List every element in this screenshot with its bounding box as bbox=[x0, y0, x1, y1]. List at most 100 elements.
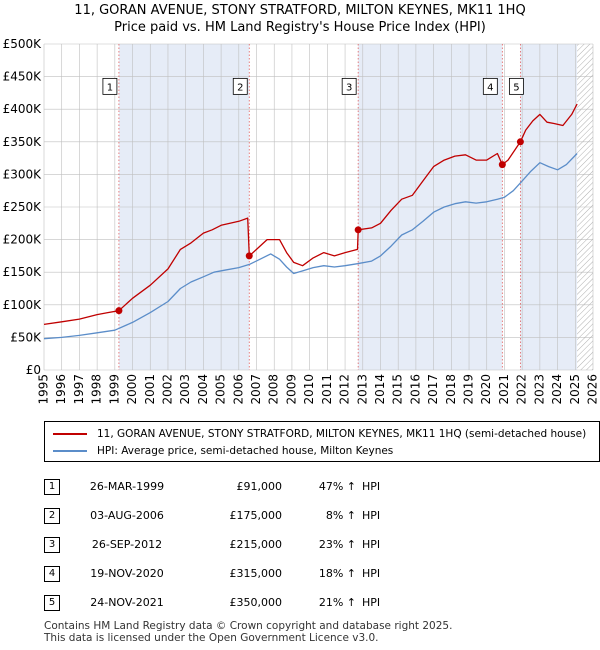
sale-badge: 3 bbox=[44, 536, 60, 553]
sale-marker-badge bbox=[232, 77, 248, 95]
sale-hpi-change: 47% ↑ bbox=[318, 480, 356, 493]
price-chart: 1 2 3 4 5 £0 £50K £100K £150K £200K £250K £300K £35… bbox=[3, 37, 600, 405]
sales-table: 1 26-MAR-1999 £91,000 47% ↑ HPI 2 03-AUG… bbox=[44, 472, 402, 617]
table-row: 1 26-MAR-1999 £91,000 47% ↑ HPI bbox=[44, 472, 402, 501]
sale-point bbox=[115, 307, 123, 315]
legend-swatch-hpi bbox=[53, 450, 87, 452]
sale-hpi-label: HPI bbox=[362, 538, 381, 551]
x-tick-label: 2023 bbox=[532, 374, 546, 405]
sale-marker-labels: 1 2 3 4 5 bbox=[102, 77, 524, 95]
sale-hpi-change: 21% ↑ bbox=[318, 596, 356, 609]
sale-hpi-label: HPI bbox=[362, 567, 381, 580]
sale-price: £215,000 bbox=[229, 538, 283, 551]
sale-marker-number: 4 bbox=[487, 82, 493, 93]
sale-point bbox=[516, 138, 524, 146]
sale-marker-badge bbox=[102, 77, 118, 95]
table-row: 5 24-NOV-2021 £350,000 21% ↑ HPI bbox=[44, 588, 402, 617]
sale-price: £315,000 bbox=[229, 567, 283, 580]
x-tick-label: 2006 bbox=[231, 374, 245, 405]
sale-date: 03-AUG-2006 bbox=[90, 509, 164, 522]
x-tick-label: 2008 bbox=[267, 374, 281, 405]
y-tick-label: £100K bbox=[3, 298, 43, 312]
sale-points bbox=[115, 138, 524, 315]
sale-marker-badge bbox=[508, 77, 524, 95]
x-tick-label: 2010 bbox=[302, 374, 316, 405]
x-tick-label: 2011 bbox=[320, 374, 334, 405]
x-tick-label: 1999 bbox=[107, 374, 121, 405]
sale-hpi-label: HPI bbox=[362, 596, 381, 609]
y-tick-label: £350K bbox=[3, 135, 43, 149]
grid-lines bbox=[43, 43, 594, 371]
sale-badge: 1 bbox=[44, 478, 60, 495]
sale-hpi-change: 8% ↑ bbox=[325, 509, 356, 522]
legend-item-property: 11, GORAN AVENUE, STONY STRATFORD, MILTO… bbox=[53, 426, 586, 442]
sale-hpi-label: HPI bbox=[362, 480, 381, 493]
hpi-line bbox=[43, 153, 578, 340]
x-tick-label: 2026 bbox=[586, 374, 600, 405]
x-tick-label: 2022 bbox=[515, 374, 529, 405]
property-price-line bbox=[43, 103, 578, 326]
sale-date: 24-NOV-2021 bbox=[90, 596, 164, 609]
sale-hpi-change: 18% ↑ bbox=[318, 567, 356, 580]
y-axis-labels: £0 £50K £100K £150K £200K £250K £300K £350K £400… bbox=[3, 37, 43, 377]
x-tick-label: 2005 bbox=[214, 374, 228, 405]
x-tick-label: 2000 bbox=[125, 374, 139, 405]
sale-price: £350,000 bbox=[229, 596, 283, 609]
sale-marker-number: 1 bbox=[107, 82, 113, 93]
sale-hpi-change: 23% ↑ bbox=[318, 538, 356, 551]
sale-marker-number: 2 bbox=[237, 82, 243, 93]
y-tick-label: £300K bbox=[3, 167, 43, 181]
table-row: 2 03-AUG-2006 £175,000 8% ↑ HPI bbox=[44, 501, 402, 530]
legend-item-hpi: HPI: Average price, semi-detached house,… bbox=[53, 443, 393, 459]
x-tick-label: 2013 bbox=[355, 374, 369, 405]
x-tick-label: 1996 bbox=[54, 374, 68, 405]
sale-point bbox=[354, 226, 362, 234]
y-tick-label: £200K bbox=[3, 233, 43, 247]
x-tick-label: 1995 bbox=[37, 374, 51, 405]
y-tick-label: £450K bbox=[3, 70, 43, 84]
x-tick-label: 1998 bbox=[90, 374, 104, 405]
sale-hpi-label: HPI bbox=[362, 509, 381, 522]
x-tick-label: 2020 bbox=[479, 374, 493, 405]
x-tick-label: 2004 bbox=[196, 374, 210, 405]
x-tick-label: 2024 bbox=[550, 374, 564, 405]
legend-swatch-property bbox=[53, 433, 87, 435]
x-tick-label: 2003 bbox=[178, 374, 192, 405]
sale-date: 19-NOV-2020 bbox=[90, 567, 164, 580]
sale-price: £91,000 bbox=[236, 480, 283, 493]
x-axis-labels: 1995 1996 1997 1998 1999 2000 2001 2002 2003 2004… bbox=[37, 374, 600, 405]
table-row: 3 26-SEP-2012 £215,000 23% ↑ HPI bbox=[44, 530, 402, 559]
y-tick-label: £150K bbox=[3, 265, 43, 279]
legend: 11, GORAN AVENUE, STONY STRATFORD, MILTO… bbox=[44, 421, 600, 462]
x-tick-label: 2012 bbox=[338, 374, 352, 405]
y-tick-label: £50K bbox=[10, 330, 42, 344]
x-tick-label: 2016 bbox=[408, 374, 422, 405]
x-tick-label: 2001 bbox=[143, 374, 157, 405]
y-tick-label: £0 bbox=[26, 363, 41, 377]
sale-point bbox=[498, 161, 506, 169]
x-tick-label: 2025 bbox=[568, 374, 582, 405]
forecast-hatch bbox=[577, 44, 593, 370]
x-tick-label: 2015 bbox=[391, 374, 405, 405]
sale-badge: 5 bbox=[44, 594, 60, 611]
y-tick-label: £500K bbox=[3, 37, 43, 51]
legend-label-property: 11, GORAN AVENUE, STONY STRATFORD, MILTO… bbox=[97, 428, 587, 440]
sale-marker-number: 5 bbox=[513, 82, 519, 93]
sale-marker-badge bbox=[341, 77, 357, 95]
x-tick-label: 2014 bbox=[373, 374, 387, 405]
licence-notice: This data is licensed under the Open Gov… bbox=[44, 632, 379, 644]
sale-badge: 2 bbox=[44, 507, 60, 524]
series-lines bbox=[43, 103, 578, 340]
x-tick-label: 2018 bbox=[444, 374, 458, 405]
forecast-hatch-area bbox=[577, 44, 593, 370]
chart-title: 11, GORAN AVENUE, STONY STRATFORD, MILTO… bbox=[74, 3, 526, 18]
sale-marker-number: 3 bbox=[346, 82, 352, 93]
x-tick-label: 2017 bbox=[426, 374, 440, 405]
x-tick-label: 1997 bbox=[72, 374, 86, 405]
x-tick-label: 2019 bbox=[462, 374, 476, 405]
sale-badge: 4 bbox=[44, 565, 60, 582]
sale-point bbox=[245, 252, 253, 260]
x-tick-label: 2021 bbox=[497, 374, 511, 405]
table-row: 4 19-NOV-2020 £315,000 18% ↑ HPI bbox=[44, 559, 402, 588]
sale-marker-badge bbox=[482, 77, 498, 95]
